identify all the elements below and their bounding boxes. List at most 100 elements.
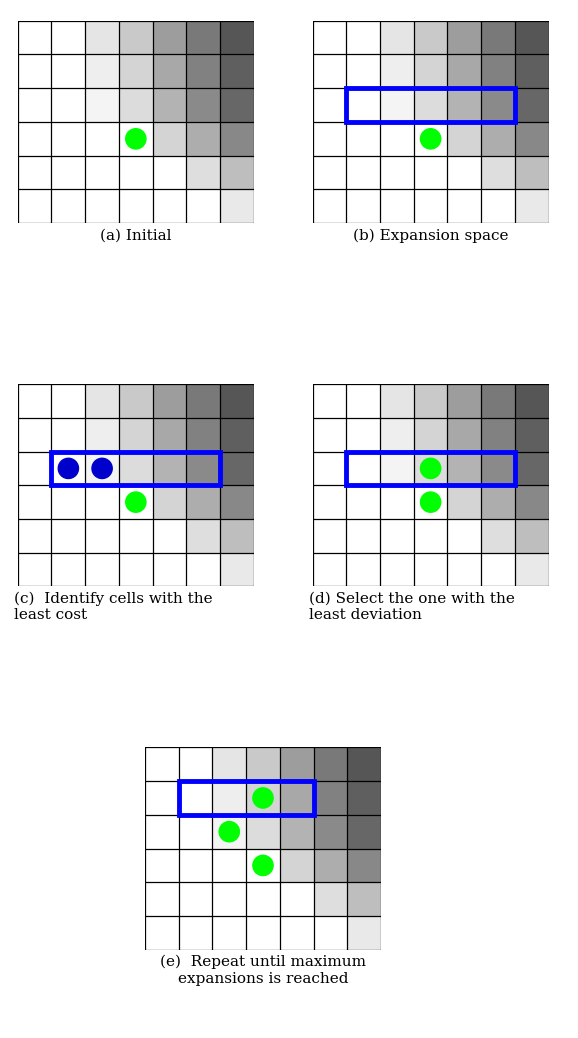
Bar bbox=[51, 519, 85, 552]
Bar bbox=[51, 21, 85, 54]
Bar bbox=[179, 781, 314, 815]
Bar bbox=[187, 486, 220, 519]
Bar bbox=[314, 882, 347, 916]
Bar bbox=[313, 21, 346, 54]
Bar bbox=[414, 519, 447, 552]
Text: (a) Initial: (a) Initial bbox=[100, 228, 172, 242]
Bar bbox=[481, 384, 515, 417]
Bar bbox=[220, 552, 254, 586]
Bar bbox=[220, 519, 254, 552]
Bar bbox=[313, 452, 346, 486]
Bar bbox=[18, 189, 51, 223]
Bar bbox=[85, 384, 119, 417]
Bar bbox=[85, 417, 119, 452]
Bar bbox=[187, 519, 220, 552]
Bar bbox=[414, 156, 447, 189]
Bar bbox=[187, 54, 220, 88]
Bar bbox=[85, 189, 119, 223]
Bar bbox=[380, 189, 414, 223]
Bar bbox=[18, 519, 51, 552]
Bar bbox=[51, 189, 85, 223]
Bar bbox=[380, 486, 414, 519]
Bar bbox=[212, 882, 246, 916]
Bar bbox=[187, 121, 220, 156]
Bar bbox=[447, 452, 481, 486]
Bar bbox=[380, 121, 414, 156]
Bar bbox=[347, 916, 381, 950]
Bar bbox=[380, 54, 414, 88]
Bar bbox=[51, 452, 220, 486]
Circle shape bbox=[219, 822, 239, 842]
Bar bbox=[313, 88, 346, 121]
Bar bbox=[515, 552, 549, 586]
Bar bbox=[51, 54, 85, 88]
Bar bbox=[85, 21, 119, 54]
Bar bbox=[346, 384, 380, 417]
Bar bbox=[179, 781, 212, 815]
Bar bbox=[153, 54, 187, 88]
Bar bbox=[481, 88, 515, 121]
Bar bbox=[346, 121, 380, 156]
Bar bbox=[280, 781, 314, 815]
Bar bbox=[414, 121, 447, 156]
Bar bbox=[220, 121, 254, 156]
Bar bbox=[515, 486, 549, 519]
Bar bbox=[212, 815, 246, 849]
Bar bbox=[346, 88, 380, 121]
Bar bbox=[346, 519, 380, 552]
Bar bbox=[447, 54, 481, 88]
Bar bbox=[515, 417, 549, 452]
Bar bbox=[153, 519, 187, 552]
Bar bbox=[347, 849, 381, 882]
Bar bbox=[179, 916, 212, 950]
Bar bbox=[313, 156, 346, 189]
Bar bbox=[145, 849, 179, 882]
Bar bbox=[346, 189, 380, 223]
Bar bbox=[179, 747, 212, 781]
Bar bbox=[481, 552, 515, 586]
Bar bbox=[220, 417, 254, 452]
Bar bbox=[515, 189, 549, 223]
Bar bbox=[280, 747, 314, 781]
Bar bbox=[447, 384, 481, 417]
Bar bbox=[119, 156, 153, 189]
Bar bbox=[380, 384, 414, 417]
Circle shape bbox=[125, 492, 146, 512]
Bar bbox=[447, 121, 481, 156]
Bar bbox=[447, 156, 481, 189]
Bar bbox=[314, 747, 347, 781]
Bar bbox=[414, 486, 447, 519]
Bar bbox=[347, 747, 381, 781]
Bar bbox=[187, 417, 220, 452]
Bar bbox=[145, 916, 179, 950]
Bar bbox=[481, 121, 515, 156]
Bar bbox=[145, 781, 179, 815]
Bar bbox=[18, 156, 51, 189]
Bar bbox=[414, 552, 447, 586]
Bar bbox=[346, 21, 380, 54]
Bar bbox=[212, 916, 246, 950]
Bar bbox=[51, 452, 85, 486]
Bar bbox=[380, 552, 414, 586]
Bar bbox=[85, 156, 119, 189]
Bar bbox=[220, 21, 254, 54]
Bar bbox=[515, 384, 549, 417]
Bar bbox=[153, 452, 187, 486]
Bar bbox=[515, 21, 549, 54]
Bar bbox=[18, 121, 51, 156]
Bar bbox=[153, 88, 187, 121]
Bar bbox=[481, 486, 515, 519]
Bar bbox=[481, 417, 515, 452]
Bar bbox=[314, 815, 347, 849]
Bar bbox=[119, 452, 153, 486]
Bar bbox=[414, 189, 447, 223]
Bar bbox=[220, 88, 254, 121]
Bar bbox=[18, 54, 51, 88]
Bar bbox=[179, 849, 212, 882]
Bar bbox=[246, 747, 280, 781]
Bar bbox=[481, 156, 515, 189]
Bar bbox=[515, 452, 549, 486]
Bar bbox=[220, 452, 254, 486]
Bar bbox=[187, 21, 220, 54]
Bar bbox=[280, 849, 314, 882]
